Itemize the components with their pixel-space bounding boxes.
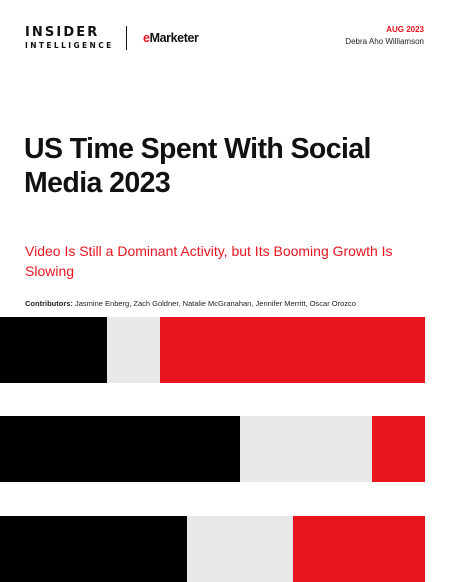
- report-subtitle: Video Is Still a Dominant Activity, but …: [25, 243, 393, 279]
- bar-1-segment-3-red: [159, 317, 425, 383]
- report-date: AUG 2023: [386, 25, 424, 34]
- bar-3-segment-1-black: [0, 516, 187, 582]
- contributors-label: Contributors:: [25, 299, 73, 308]
- logo-line-intelligence: INTELLIGENCE: [25, 41, 114, 50]
- decorative-bar-3: [0, 516, 425, 582]
- contributors-names: Jasmine Enberg, Zach Goldner, Natalie Mc…: [75, 299, 356, 308]
- bar-2-segment-1-black: [0, 416, 241, 482]
- contributors-line: Contributors: Jasmine Enberg, Zach Goldn…: [25, 299, 445, 308]
- bar-2-segment-2-grey: [240, 416, 373, 482]
- emarketer-logo: eMarketer: [143, 31, 199, 45]
- decorative-bar-2: [0, 416, 425, 482]
- insider-intelligence-logo: INSIDER INTELLIGENCE: [25, 26, 114, 50]
- report-title: US Time Spent With Social Media 2023: [24, 133, 371, 199]
- logo-divider: [126, 26, 127, 50]
- bar-1-segment-2-grey: [107, 317, 160, 383]
- decorative-bar-1: [0, 317, 425, 383]
- emarketer-logo-e: e: [143, 31, 150, 45]
- emarketer-logo-text: Marketer: [149, 31, 199, 45]
- logo-line-insider: INSIDER: [25, 25, 100, 40]
- bar-3-segment-3-red: [292, 516, 425, 582]
- bar-2-segment-3-red: [372, 416, 425, 482]
- report-author: Debra Aho Williamson: [345, 37, 424, 46]
- bar-1-segment-1-black: [0, 317, 108, 383]
- bar-3-segment-2-grey: [187, 516, 293, 582]
